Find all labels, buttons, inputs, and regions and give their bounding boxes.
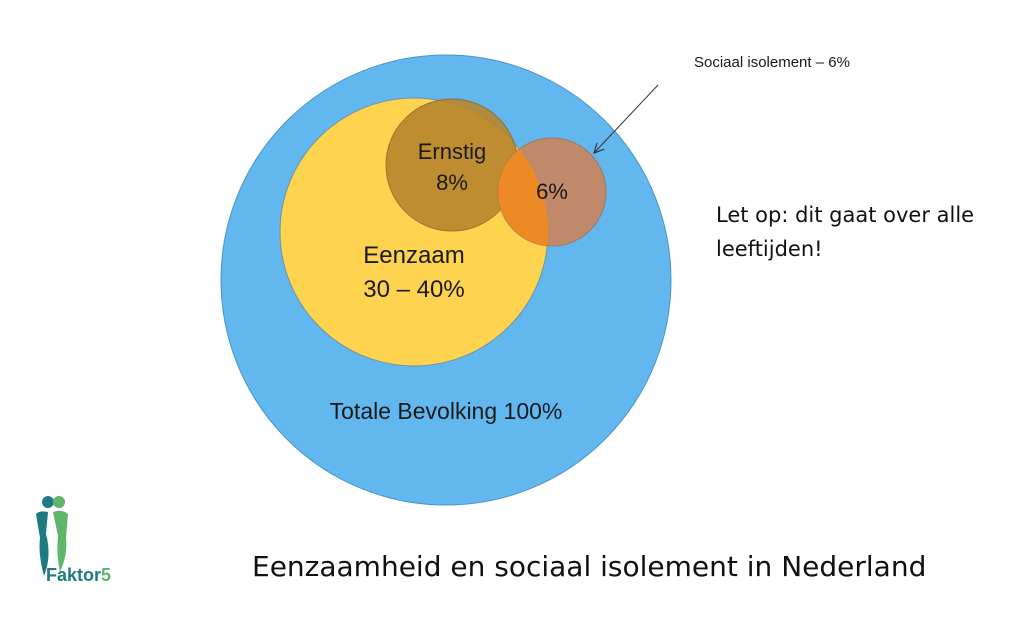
isolation-lonely-overlap bbox=[498, 138, 548, 246]
faktor5-logo-icon bbox=[36, 496, 68, 576]
lonely-label-value: 30 – 40% bbox=[363, 276, 464, 303]
lonely-label-name: Eenzaam bbox=[363, 242, 464, 269]
callout-arrow bbox=[594, 84, 659, 153]
severe-label-name: Ernstig bbox=[418, 139, 486, 164]
age-note-line-2: leeftijden! bbox=[716, 237, 823, 261]
age-note-line-1: Let op: dit gaat over alle bbox=[716, 203, 975, 227]
total-population-label: Totale Bevolking 100% bbox=[330, 398, 563, 424]
callout-label: Sociaal isolement – 6% bbox=[694, 54, 850, 71]
page-title: Eenzaamheid en sociaal isolement in Nede… bbox=[252, 550, 927, 583]
isolation-label: 6% bbox=[536, 179, 568, 204]
severe-lonely-circle bbox=[385, 98, 519, 232]
age-note: Let op: dit gaat over alle leeftijden! bbox=[716, 198, 1016, 266]
logo-text: Faktor5 bbox=[46, 565, 112, 585]
severe-label-value: 8% bbox=[436, 170, 468, 195]
